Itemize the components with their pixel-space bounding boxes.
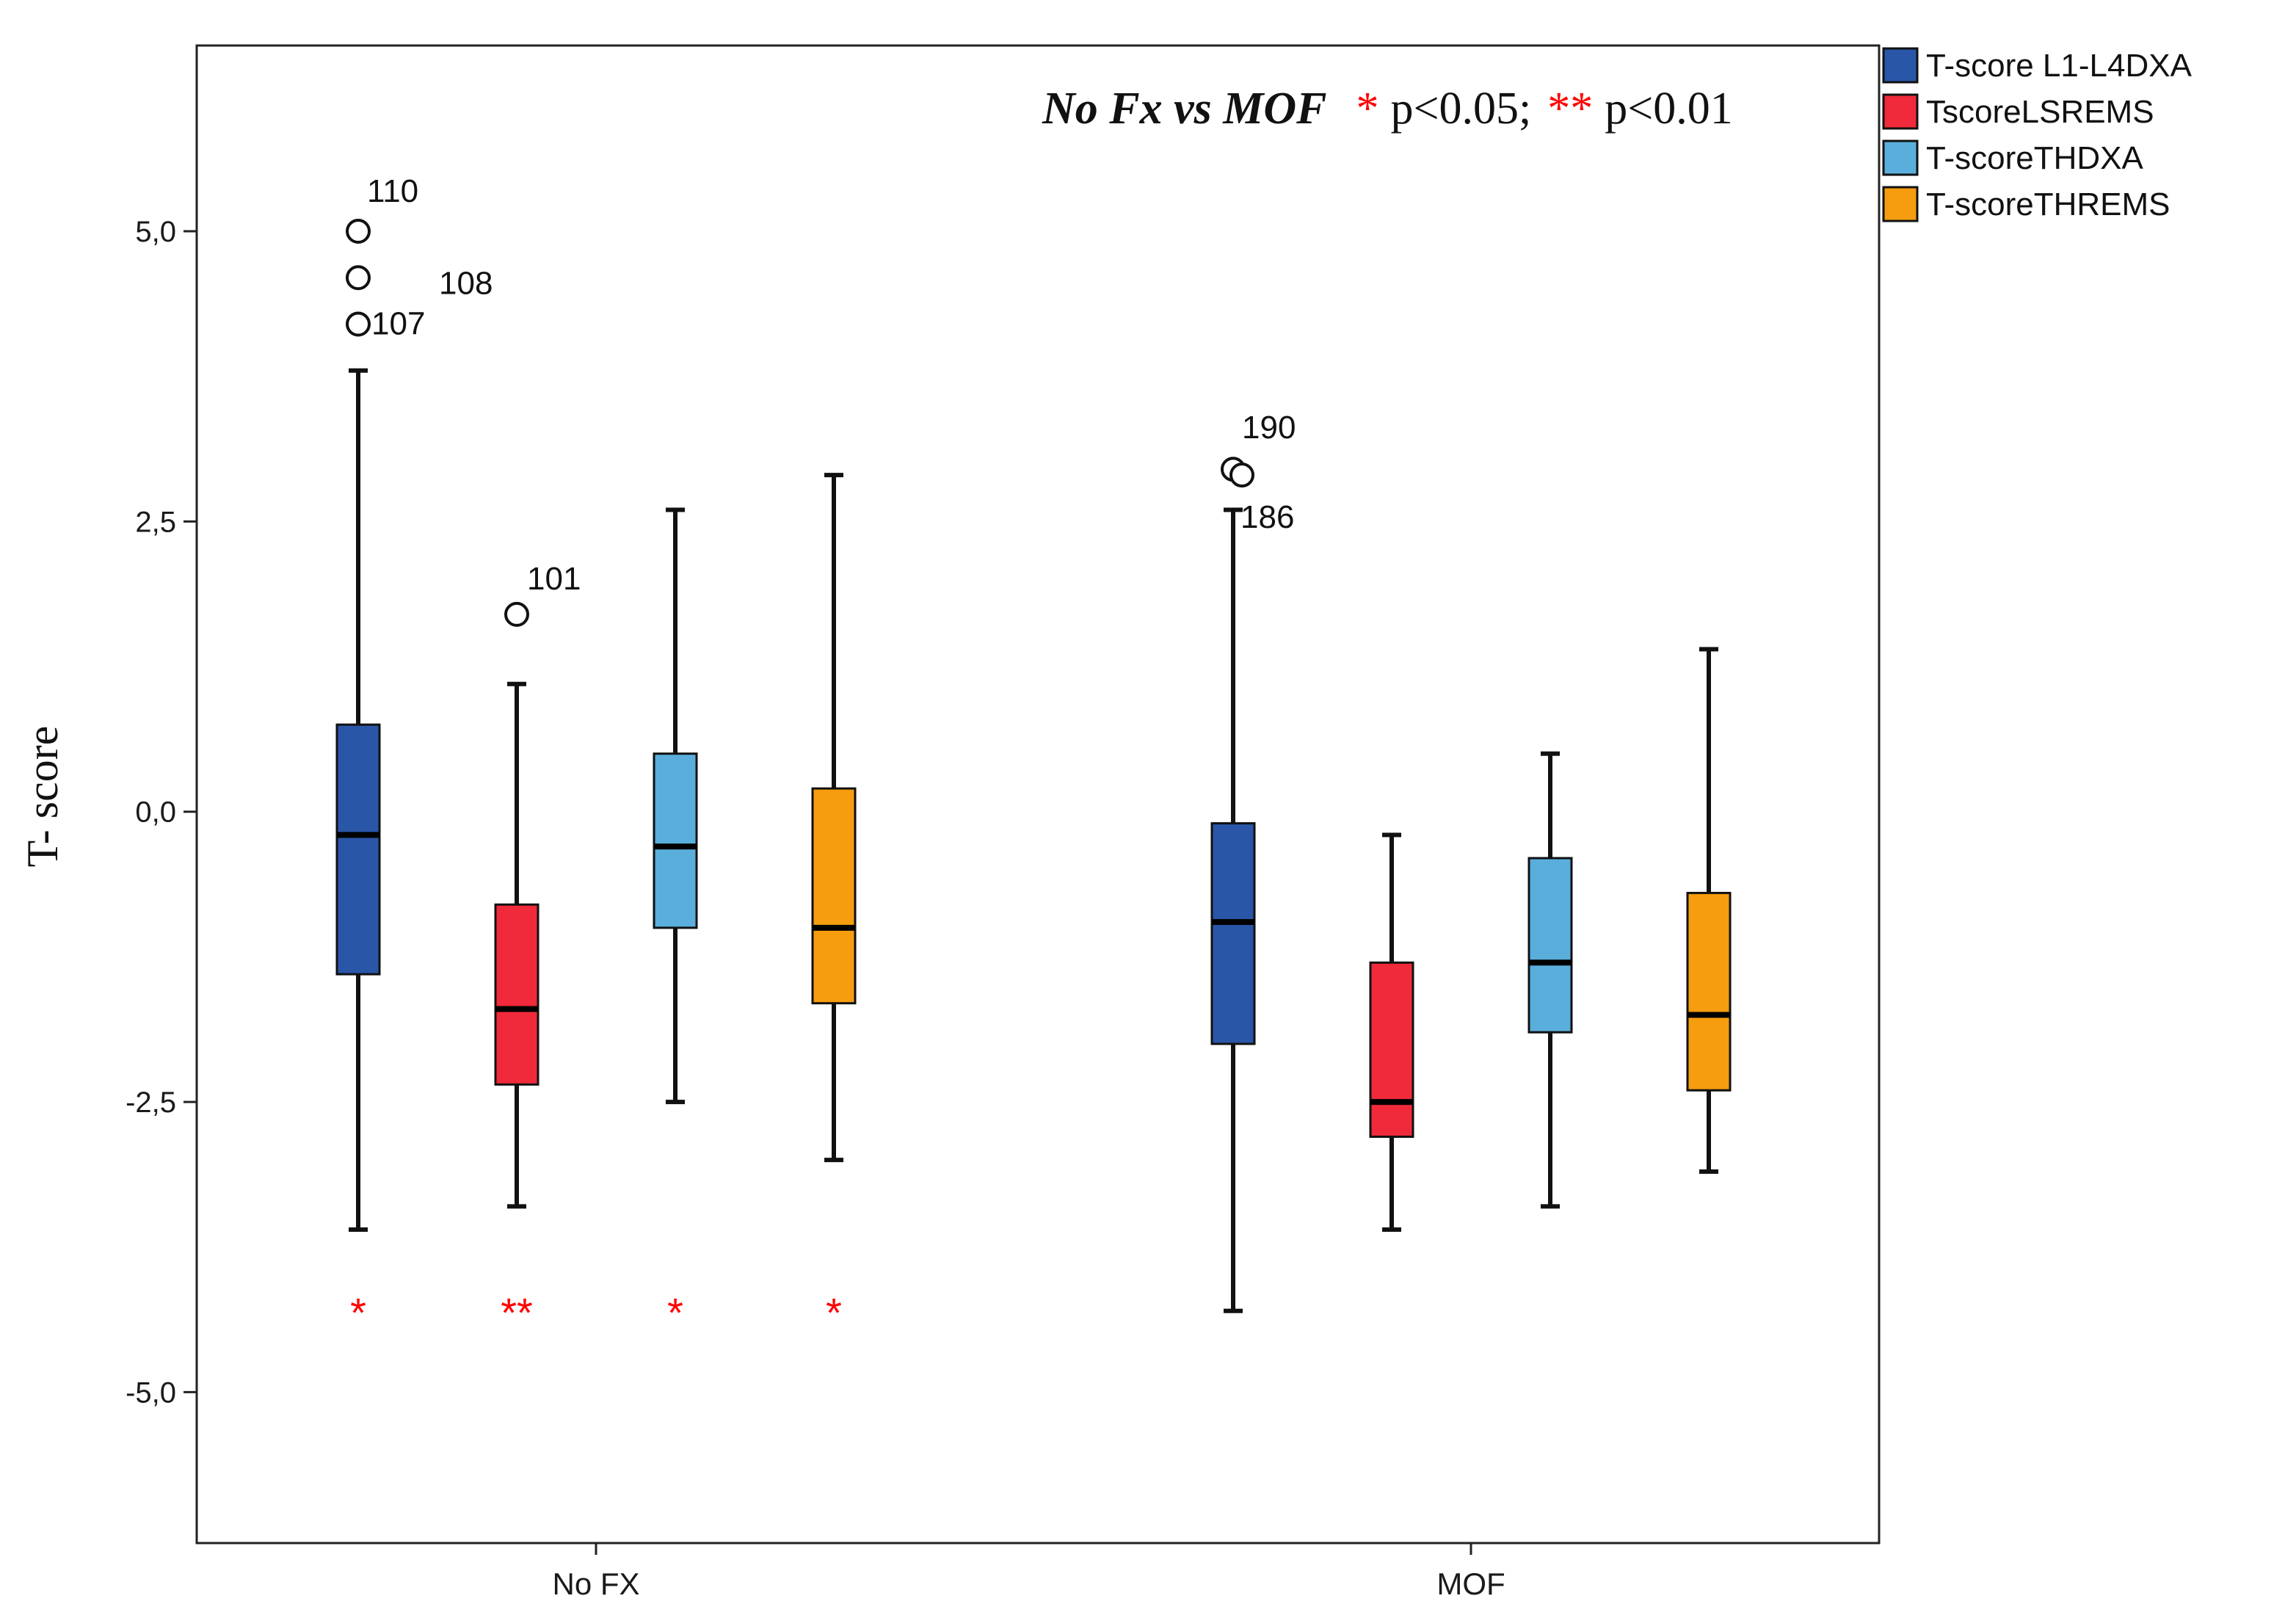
annotation-p-005: p<0.05; <box>1391 84 1532 134</box>
significance-marker: ** <box>501 1290 533 1336</box>
significance-marker: * <box>826 1290 842 1336</box>
significance-marker: * <box>350 1290 366 1336</box>
outlier-label: 110 <box>367 173 418 209</box>
y-tick-label: 2,5 <box>135 506 176 538</box>
box-iqr <box>653 752 698 929</box>
box-iqr <box>811 787 857 1005</box>
annotation-p-001: p<0.01 <box>1605 84 1732 134</box>
outlier-point <box>346 311 371 337</box>
annotation-star-single: * <box>1356 84 1379 134</box>
legend-label: TscoreLSREMS <box>1926 94 2154 130</box>
legend-label: T-scoreTHDXA <box>1926 140 2143 176</box>
box-0-0 <box>335 368 381 1233</box>
y-axis: 5,0 2,5 0,0 -2,5 -5,0 <box>126 216 197 1409</box>
box-2-0 <box>653 507 698 1105</box>
box-2-1 <box>1527 751 1573 1209</box>
annotation-star-double: ** <box>1547 84 1593 134</box>
x-category-label: MOF <box>1436 1567 1505 1601</box>
annotation-comparison: No Fx vs MOF <box>1042 84 1327 134</box>
box-iqr <box>335 723 381 976</box>
outlier-label: 101 <box>527 561 581 597</box>
outlier-label: 186 <box>1240 499 1294 535</box>
legend-swatch <box>1882 186 1919 222</box>
significance-layer: * ** * * <box>350 1290 842 1336</box>
y-tick-label: 0,0 <box>135 796 176 829</box>
legend: T-score L1-L4DXA TscoreLSREMS T-scoreTHDXA… <box>1882 47 2193 222</box>
box-iqr <box>1210 822 1256 1045</box>
plot-frame <box>195 44 1881 1545</box>
box-3-0 <box>811 473 857 1163</box>
legend-label: T-scoreTHREMS <box>1926 186 2170 222</box>
y-tick-label: -5,0 <box>126 1376 176 1409</box>
legend-swatch <box>1882 139 1919 176</box>
outlier-point <box>1229 462 1254 488</box>
box-iqr <box>1527 857 1573 1034</box>
outlier-label: 107 <box>371 306 425 342</box>
legend-label: T-score L1-L4DXA <box>1926 48 2193 84</box>
legend-swatch <box>1882 47 1919 84</box>
box-1-1 <box>1369 832 1414 1233</box>
outlier-layer: 110 108 107 101 190 186 <box>346 173 1296 627</box>
box-series-layer <box>335 368 1732 1313</box>
box-0-1 <box>1210 507 1256 1313</box>
box-iqr <box>1686 891 1732 1092</box>
legend-swatch <box>1882 93 1919 130</box>
box-3-1 <box>1686 647 1732 1174</box>
significance-marker: * <box>667 1290 683 1336</box>
outlier-point <box>504 601 529 627</box>
y-tick-label: -2,5 <box>126 1086 176 1119</box>
x-axis: No FX MOF <box>552 1543 1505 1601</box>
box-iqr <box>494 903 540 1086</box>
outlier-label: 108 <box>439 265 493 301</box>
outlier-label: 190 <box>1242 410 1296 446</box>
x-category-label: No FX <box>552 1567 639 1601</box>
box-1-0 <box>494 681 540 1209</box>
significance-annotation: No Fx vs MOF * p<0.05; ** p<0.01 <box>1042 84 1733 134</box>
y-axis-label: T- score <box>18 726 67 868</box>
outlier-point <box>346 265 371 291</box>
box-iqr <box>1369 961 1414 1139</box>
outlier-point <box>346 219 371 244</box>
y-tick-label: 5,0 <box>135 216 176 248</box>
